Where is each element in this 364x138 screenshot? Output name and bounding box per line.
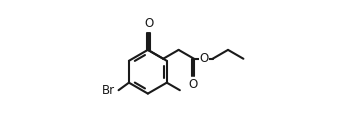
Text: O: O: [144, 17, 154, 30]
Text: Br: Br: [102, 84, 115, 97]
Text: O: O: [188, 78, 198, 91]
Text: O: O: [199, 52, 208, 65]
